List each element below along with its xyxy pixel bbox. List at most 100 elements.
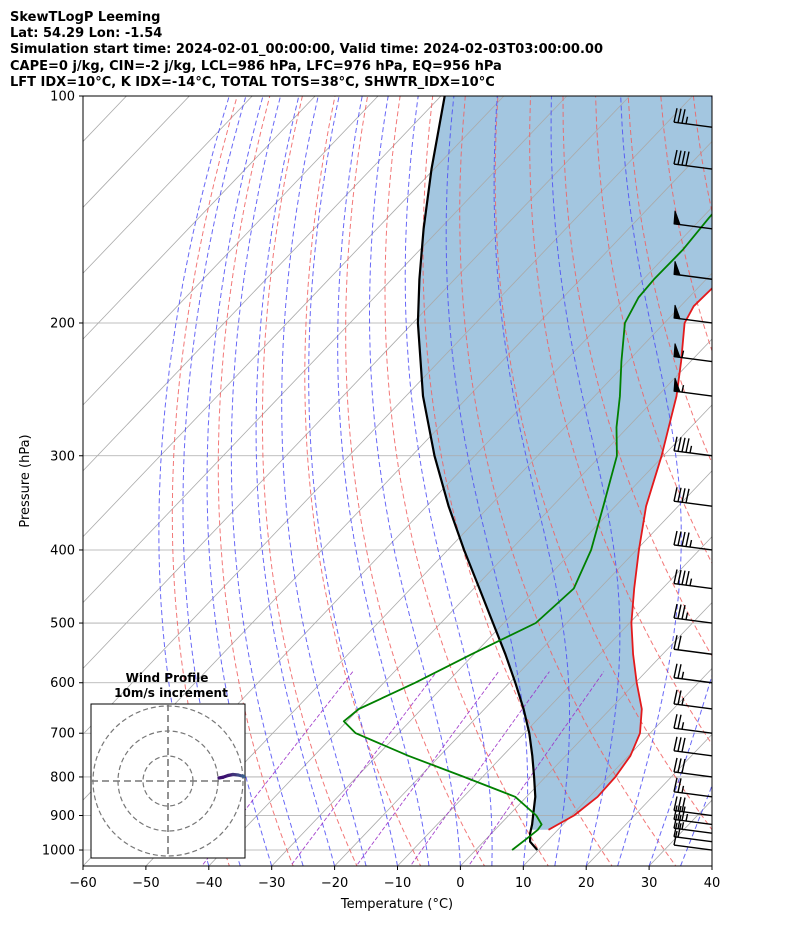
- y-tick-label: 400: [50, 543, 75, 558]
- wind-barb-full: [681, 109, 686, 124]
- wind-barb: [673, 714, 712, 734]
- dry-adiabat: [384, 96, 549, 866]
- y-tick-label: 800: [50, 770, 75, 785]
- isotherm-line: [83, 96, 379, 406]
- wind-barb-shaft: [673, 163, 712, 170]
- temperature-line: [548, 287, 712, 831]
- moist-adiabat: [617, 96, 682, 866]
- wind-barb-shaft: [673, 500, 712, 507]
- wind-barb-shaft: [673, 836, 712, 843]
- y-tick-label: 100: [50, 90, 75, 105]
- wind-barb-full: [677, 108, 682, 123]
- wind-barb-half: [689, 578, 693, 586]
- wind-barb: [673, 530, 712, 551]
- wind-barb-full: [677, 778, 682, 793]
- wind-barb-half: [689, 539, 693, 548]
- moist-adiabat: [404, 96, 493, 866]
- wind-barb-flag: [673, 343, 681, 358]
- dry-adiabat: [529, 96, 712, 746]
- wind-barb: [673, 108, 712, 128]
- y-tick-label: 600: [50, 676, 75, 691]
- wind-barb: [673, 796, 712, 817]
- wind-barb: [673, 343, 712, 363]
- cape-fill-area: [417, 96, 712, 830]
- wind-barb-shaft: [673, 617, 712, 624]
- wind-barb-full: [677, 714, 682, 729]
- isotherm-line: [522, 667, 712, 866]
- x-tick-label: −20: [321, 876, 348, 891]
- isotherm-line: [83, 96, 190, 208]
- title-line-5: LFT IDX=10°C, K IDX=-14°C, TOTAL TOTS=38…: [10, 75, 495, 90]
- wind-barb-full: [681, 604, 686, 620]
- x-axis-ticks: −60 −50 −40 −30 −20 −10 0 10 20 30 40: [69, 866, 720, 891]
- cape-cin-shading: [417, 96, 712, 830]
- wind-barb-half: [685, 813, 689, 822]
- wind-barb-full: [677, 758, 682, 773]
- wind-barb: [673, 304, 712, 324]
- wind-barb-full: [673, 603, 678, 619]
- y-axis-label: Pressure (hPa): [18, 434, 33, 527]
- dry-adiabat: [595, 96, 712, 565]
- wind-barb-full: [681, 806, 686, 821]
- y-tick-label: 200: [50, 316, 75, 331]
- x-tick-label: 30: [641, 876, 658, 891]
- dry-adiabat: [261, 96, 358, 866]
- wind-barb-full: [673, 149, 678, 165]
- wind-barb-full: [677, 823, 682, 838]
- wind-barb-flag: [673, 304, 681, 320]
- wind-barb-full: [677, 805, 682, 821]
- wind-barb-full: [673, 635, 678, 650]
- y-tick-label: 700: [50, 727, 75, 742]
- y-axis-ticks: 1000 900 800 700 600 500 400 300 200 100: [42, 90, 83, 859]
- wind-barb-full: [677, 796, 682, 812]
- wind-barb-shaft: [673, 844, 712, 851]
- wind-barb-shaft: [673, 809, 712, 817]
- wind-barb-shaft: [673, 121, 712, 128]
- title-line-2: Lat: 54.29 Lon: -1.54: [10, 26, 162, 41]
- isotherm-line: [83, 96, 694, 735]
- y-tick-label: 900: [50, 809, 75, 824]
- wind-barb-full: [673, 796, 678, 811]
- wind-barb-flag: [673, 261, 681, 276]
- x-tick-label: −40: [195, 876, 222, 891]
- wind-barb-shaft: [673, 450, 712, 457]
- wind-barb-half: [685, 116, 689, 124]
- wind-barb-shaft: [673, 827, 712, 834]
- wind-barb-full: [677, 814, 682, 829]
- dewpoint-line: [342, 213, 712, 851]
- wind-barb-full: [673, 814, 678, 829]
- wind-barb: [673, 736, 712, 757]
- title-line-3: Simulation start time: 2024-02-01_00:00:…: [10, 42, 603, 57]
- x-tick-label: 40: [704, 876, 721, 891]
- wind-barb-full: [681, 488, 686, 503]
- wind-barb: [673, 635, 712, 655]
- isotherm-line: [145, 272, 712, 866]
- title-line-1: SkewTLogP Leeming: [10, 10, 160, 25]
- dry-adiabat: [692, 96, 712, 214]
- wind-barb-full: [673, 757, 678, 773]
- isotherm-line: [208, 338, 712, 866]
- moist-adiabat: [445, 96, 529, 866]
- wind-barb: [673, 261, 712, 280]
- wind-barb-half: [681, 722, 685, 730]
- moist-adiabat: [369, 96, 461, 866]
- wind-barb: [673, 689, 712, 710]
- wind-barb-shaft: [673, 750, 712, 757]
- wind-barb-full: [677, 437, 682, 452]
- wind-barb: [673, 210, 712, 230]
- wind-barb: [673, 603, 712, 624]
- wind-barb-half: [681, 822, 685, 830]
- wind-barb: [673, 436, 712, 457]
- title-line-4: CAPE=0 j/kg, CIN=-2 j/kg, LCL=986 hPa, L…: [10, 59, 502, 74]
- wind-barb-full: [673, 805, 678, 820]
- wind-barb-full: [677, 690, 682, 705]
- wind-barb-half: [681, 384, 685, 393]
- wind-barb-flag: [673, 210, 681, 226]
- moist-adiabat: [206, 96, 273, 866]
- isotherm-line: [585, 733, 712, 866]
- wind-barb-half: [681, 671, 685, 679]
- wind-barb-shaft: [673, 648, 712, 655]
- wind-barb-full: [673, 663, 678, 678]
- dry-adiabat: [754, 62, 794, 876]
- dry-adiabat: [785, 62, 794, 876]
